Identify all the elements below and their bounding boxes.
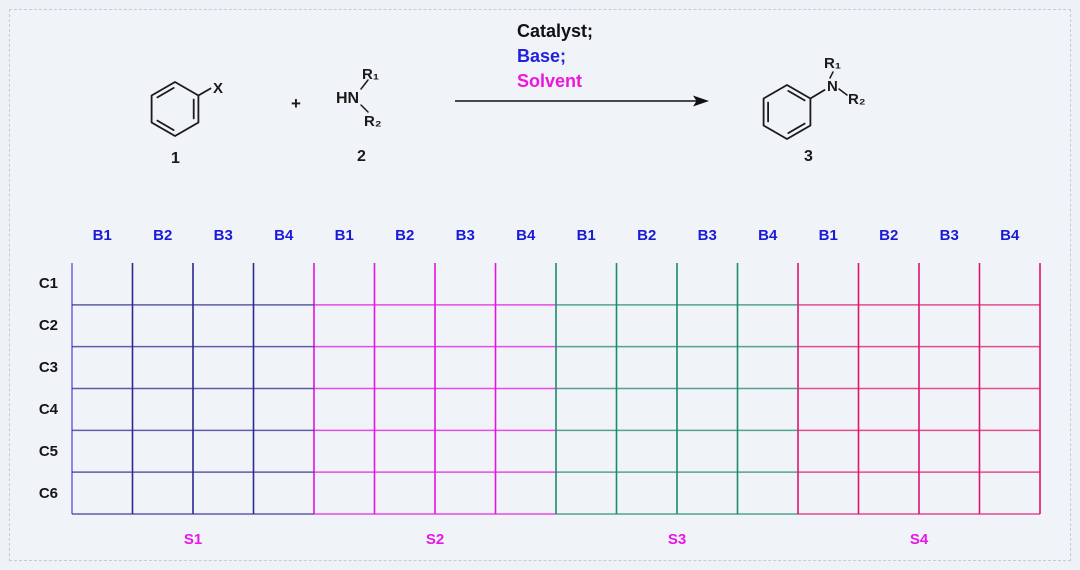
amine-bonds (360, 79, 369, 113)
arrowhead-icon (693, 95, 709, 107)
column-header-b2-3: B2 (637, 227, 657, 244)
aryl-halide-structure: X (150, 80, 223, 138)
column-header-b4-2: B4 (516, 227, 536, 244)
amine-hn-label: HN (336, 90, 360, 107)
column-header-b2-1: B2 (153, 227, 173, 244)
reaction-arrow (455, 95, 709, 107)
amine-r1-label: R₁ (362, 66, 380, 83)
condition-catalyst: Catalyst; (517, 21, 594, 41)
column-header-b1-3: B1 (576, 227, 596, 244)
row-label-c6: C6 (38, 484, 58, 502)
column-header-b4-3: B4 (758, 227, 778, 244)
row-label-c5: C5 (38, 442, 58, 460)
section-label-s1: S1 (183, 531, 203, 548)
n-r2-bond (838, 88, 848, 96)
plate-row-labels: C1 C2 C3 C4 C5 C6 (0, 263, 58, 514)
column-header-b1-4: B1 (818, 227, 838, 244)
product-r1-label: R₁ (824, 55, 841, 72)
condition-solvent: Solvent (517, 71, 583, 91)
plus-sign: + (291, 94, 301, 113)
c-x-bond (197, 87, 212, 97)
column-header-b2-4: B2 (879, 227, 899, 244)
product-n-label: N (827, 78, 838, 95)
row-label-c2: C2 (38, 317, 58, 335)
row-label-c1: C1 (38, 275, 58, 293)
column-header-b1-2: B1 (334, 227, 354, 244)
plate-section-labels: S1 S2 S3 S4 (72, 531, 1040, 551)
plate-column-headers: B1 B2 B3 B4 B1 B2 B3 B4 B1 B2 B3 B4 B1 B2 B3 B4 (72, 227, 1040, 248)
condition-base: Base; (517, 46, 567, 66)
reactant2-number: 2 (357, 148, 366, 165)
section-label-s4: S4 (909, 531, 929, 548)
column-header-b2-2: B2 (395, 227, 415, 244)
row-label-c4: C4 (38, 400, 58, 418)
row-label-c3: C3 (38, 359, 58, 377)
reaction-conditions: Catalyst; Base; Solvent (517, 19, 593, 94)
column-header-b4-4: B4 (1000, 227, 1020, 244)
column-header-b3-4: B3 (939, 227, 959, 244)
column-header-b3-1: B3 (213, 227, 233, 244)
product-number: 3 (804, 148, 813, 165)
section-label-s3: S3 (667, 531, 687, 548)
n-r2-bond (360, 104, 369, 113)
column-header-b4-1: B4 (274, 227, 294, 244)
column-header-b1-1: B1 (92, 227, 112, 244)
amine-r2-label: R₂ (364, 113, 382, 130)
n-r1-bond (829, 71, 834, 79)
column-header-b3-3: B3 (697, 227, 717, 244)
c-n-bond (809, 89, 826, 100)
halide-x-label: X (213, 80, 223, 97)
column-header-b3-2: B3 (455, 227, 475, 244)
n-r1-bond (360, 79, 369, 90)
product-r2-label: R₂ (848, 91, 866, 108)
product-structure: N R₁ R₂ (762, 55, 866, 141)
reactant1-number: 1 (171, 150, 180, 167)
section-label-s2: S2 (425, 531, 445, 548)
